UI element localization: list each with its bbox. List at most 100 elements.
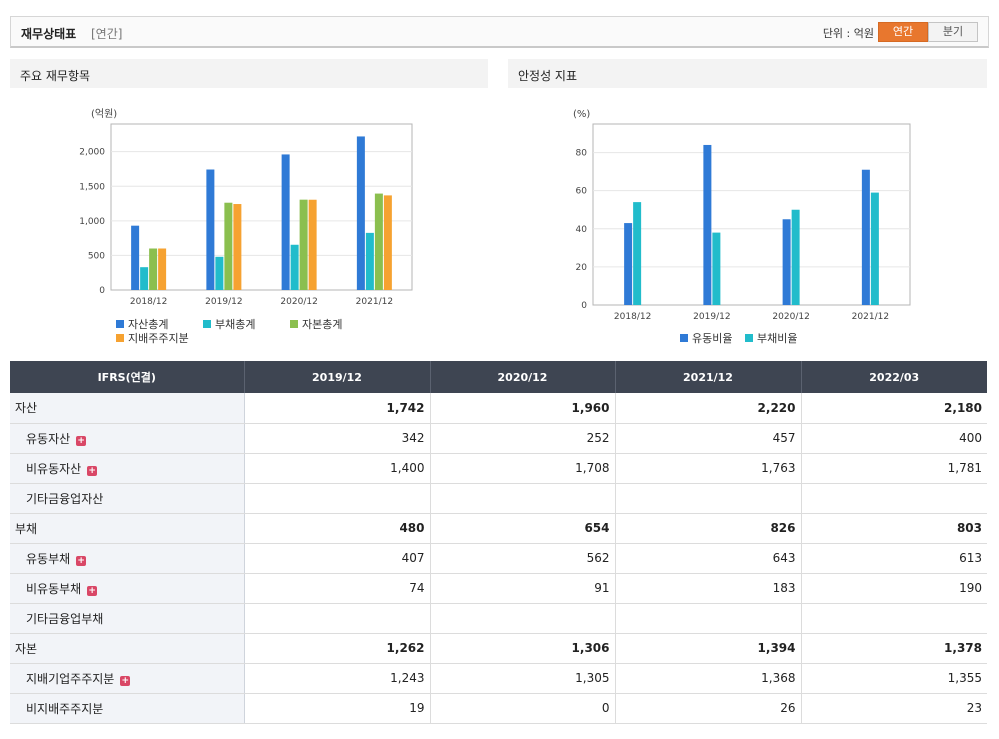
bar [861, 169, 870, 305]
value-cell: 2,220 [615, 393, 802, 424]
legend-swatch [290, 320, 298, 328]
expand-icon[interactable]: + [120, 675, 131, 686]
x-tick-label: 2018/12 [614, 312, 651, 322]
value-cell: 1,960 [430, 393, 616, 424]
bar [131, 225, 140, 290]
row-label: 부채 [10, 513, 245, 544]
value-cell: 457 [615, 423, 802, 454]
x-tick-label: 2019/12 [205, 297, 242, 307]
row-label: 기타금융업자산 [10, 483, 245, 514]
value-cell: 74 [244, 573, 431, 604]
value-cell: 342 [244, 423, 431, 454]
bar [140, 267, 149, 290]
quarterly-button[interactable]: 분기 [928, 22, 978, 42]
period-toggle: 연간 분기 [878, 22, 978, 42]
value-cell [801, 483, 987, 514]
x-tick-label: 2021/12 [852, 312, 889, 322]
row-label-text: 비유동자산 [26, 461, 82, 476]
bar [383, 195, 392, 290]
expand-icon[interactable]: + [87, 585, 98, 596]
row-label-text: 비지배주주지분 [26, 701, 104, 716]
value-cell: 1,243 [244, 663, 431, 694]
value-cell: 252 [430, 423, 616, 454]
table-row: 유동부채 +407 562 643 613 [10, 543, 987, 574]
bar [356, 136, 365, 290]
legend-swatch [745, 334, 753, 342]
row-label-text: 자산 [15, 401, 38, 416]
header-period: 2022/03 [801, 361, 987, 393]
legend-label: 부채비율 [757, 332, 797, 345]
bar [308, 199, 317, 290]
y-tick-label: 500 [88, 251, 105, 261]
y-tick-label: 40 [576, 225, 588, 235]
x-tick-label: 2020/12 [280, 297, 317, 307]
row-label: 비유동부채 + [10, 573, 245, 604]
value-cell: 826 [615, 513, 802, 544]
row-label: 자본 [10, 633, 245, 664]
value-cell: 1,394 [615, 633, 802, 664]
value-cell: 1,378 [801, 633, 987, 664]
value-cell [615, 603, 802, 634]
value-cell [244, 603, 431, 634]
main-items-title: 주요 재무항목 [10, 59, 488, 88]
value-cell: 190 [801, 573, 987, 604]
bar [703, 144, 712, 305]
expand-icon[interactable]: + [76, 435, 87, 446]
value-cell: 1,305 [430, 663, 616, 694]
value-cell: 1,708 [430, 453, 616, 484]
legend-label: 유동비율 [692, 332, 732, 345]
value-cell: 803 [801, 513, 987, 544]
bar [633, 202, 642, 305]
stability-title: 안정성 지표 [508, 59, 987, 88]
value-cell: 1,763 [615, 453, 802, 484]
row-label-text: 기타금융업자산 [26, 491, 104, 506]
bar [290, 244, 299, 290]
row-label-text: 자본 [15, 641, 38, 656]
row-label-text: 유동부채 [26, 551, 71, 566]
row-label-text: 비유동부채 [26, 581, 82, 596]
value-cell: 643 [615, 543, 802, 574]
value-cell: 183 [615, 573, 802, 604]
unit-label: (%) [573, 109, 590, 120]
value-cell [801, 603, 987, 634]
value-cell: 480 [244, 513, 431, 544]
value-cell: 1,306 [430, 633, 616, 664]
bar [374, 193, 383, 290]
value-cell: 1,262 [244, 633, 431, 664]
unit-label: (억원) [91, 108, 117, 120]
expand-icon[interactable]: + [87, 465, 98, 476]
expand-icon[interactable]: + [76, 555, 87, 566]
bar [158, 248, 167, 290]
table-row: 자본 1,262 1,306 1,394 1,378 [10, 633, 987, 664]
row-label: 유동부채 + [10, 543, 245, 574]
y-tick-label: 1,000 [79, 217, 105, 227]
plot-area [592, 123, 911, 306]
header-period: 2020/12 [430, 361, 616, 393]
balance-sheet-table: IFRS(연결) 2019/12 2020/12 2021/12 2022/03 자산 1… [10, 361, 987, 724]
value-cell: 562 [430, 543, 616, 574]
value-cell: 1,400 [244, 453, 431, 484]
y-tick-label: 20 [576, 263, 588, 273]
bar [870, 192, 879, 305]
legend-label: 자산총계 [128, 318, 168, 331]
table-row: 비지배주주지분 19 0 26 23 [10, 693, 987, 724]
bar [206, 169, 215, 290]
header-period: 2021/12 [615, 361, 802, 393]
unit-label: 단위 : 억원 [822, 27, 874, 40]
row-label: 유동자산 + [10, 423, 245, 454]
legend-swatch [116, 320, 124, 328]
row-label: 비지배주주지분 [10, 693, 245, 724]
x-tick-label: 2018/12 [130, 297, 167, 307]
value-cell: 654 [430, 513, 616, 544]
value-cell [430, 483, 616, 514]
legend-swatch [203, 320, 211, 328]
row-label-text: 유동자산 [26, 431, 71, 446]
value-cell: 1,781 [801, 453, 987, 484]
annual-button[interactable]: 연간 [878, 22, 928, 42]
value-cell: 2,180 [801, 393, 987, 424]
main-items-chart: (억원) 0 500 1,000 1,500 2,000 2018/12 2019/12 202… [79, 108, 413, 345]
row-label: 비유동자산 + [10, 453, 245, 484]
value-cell [244, 483, 431, 514]
table-row: 비유동부채 +74 91 183 190 [10, 573, 987, 604]
x-tick-label: 2019/12 [693, 312, 730, 322]
